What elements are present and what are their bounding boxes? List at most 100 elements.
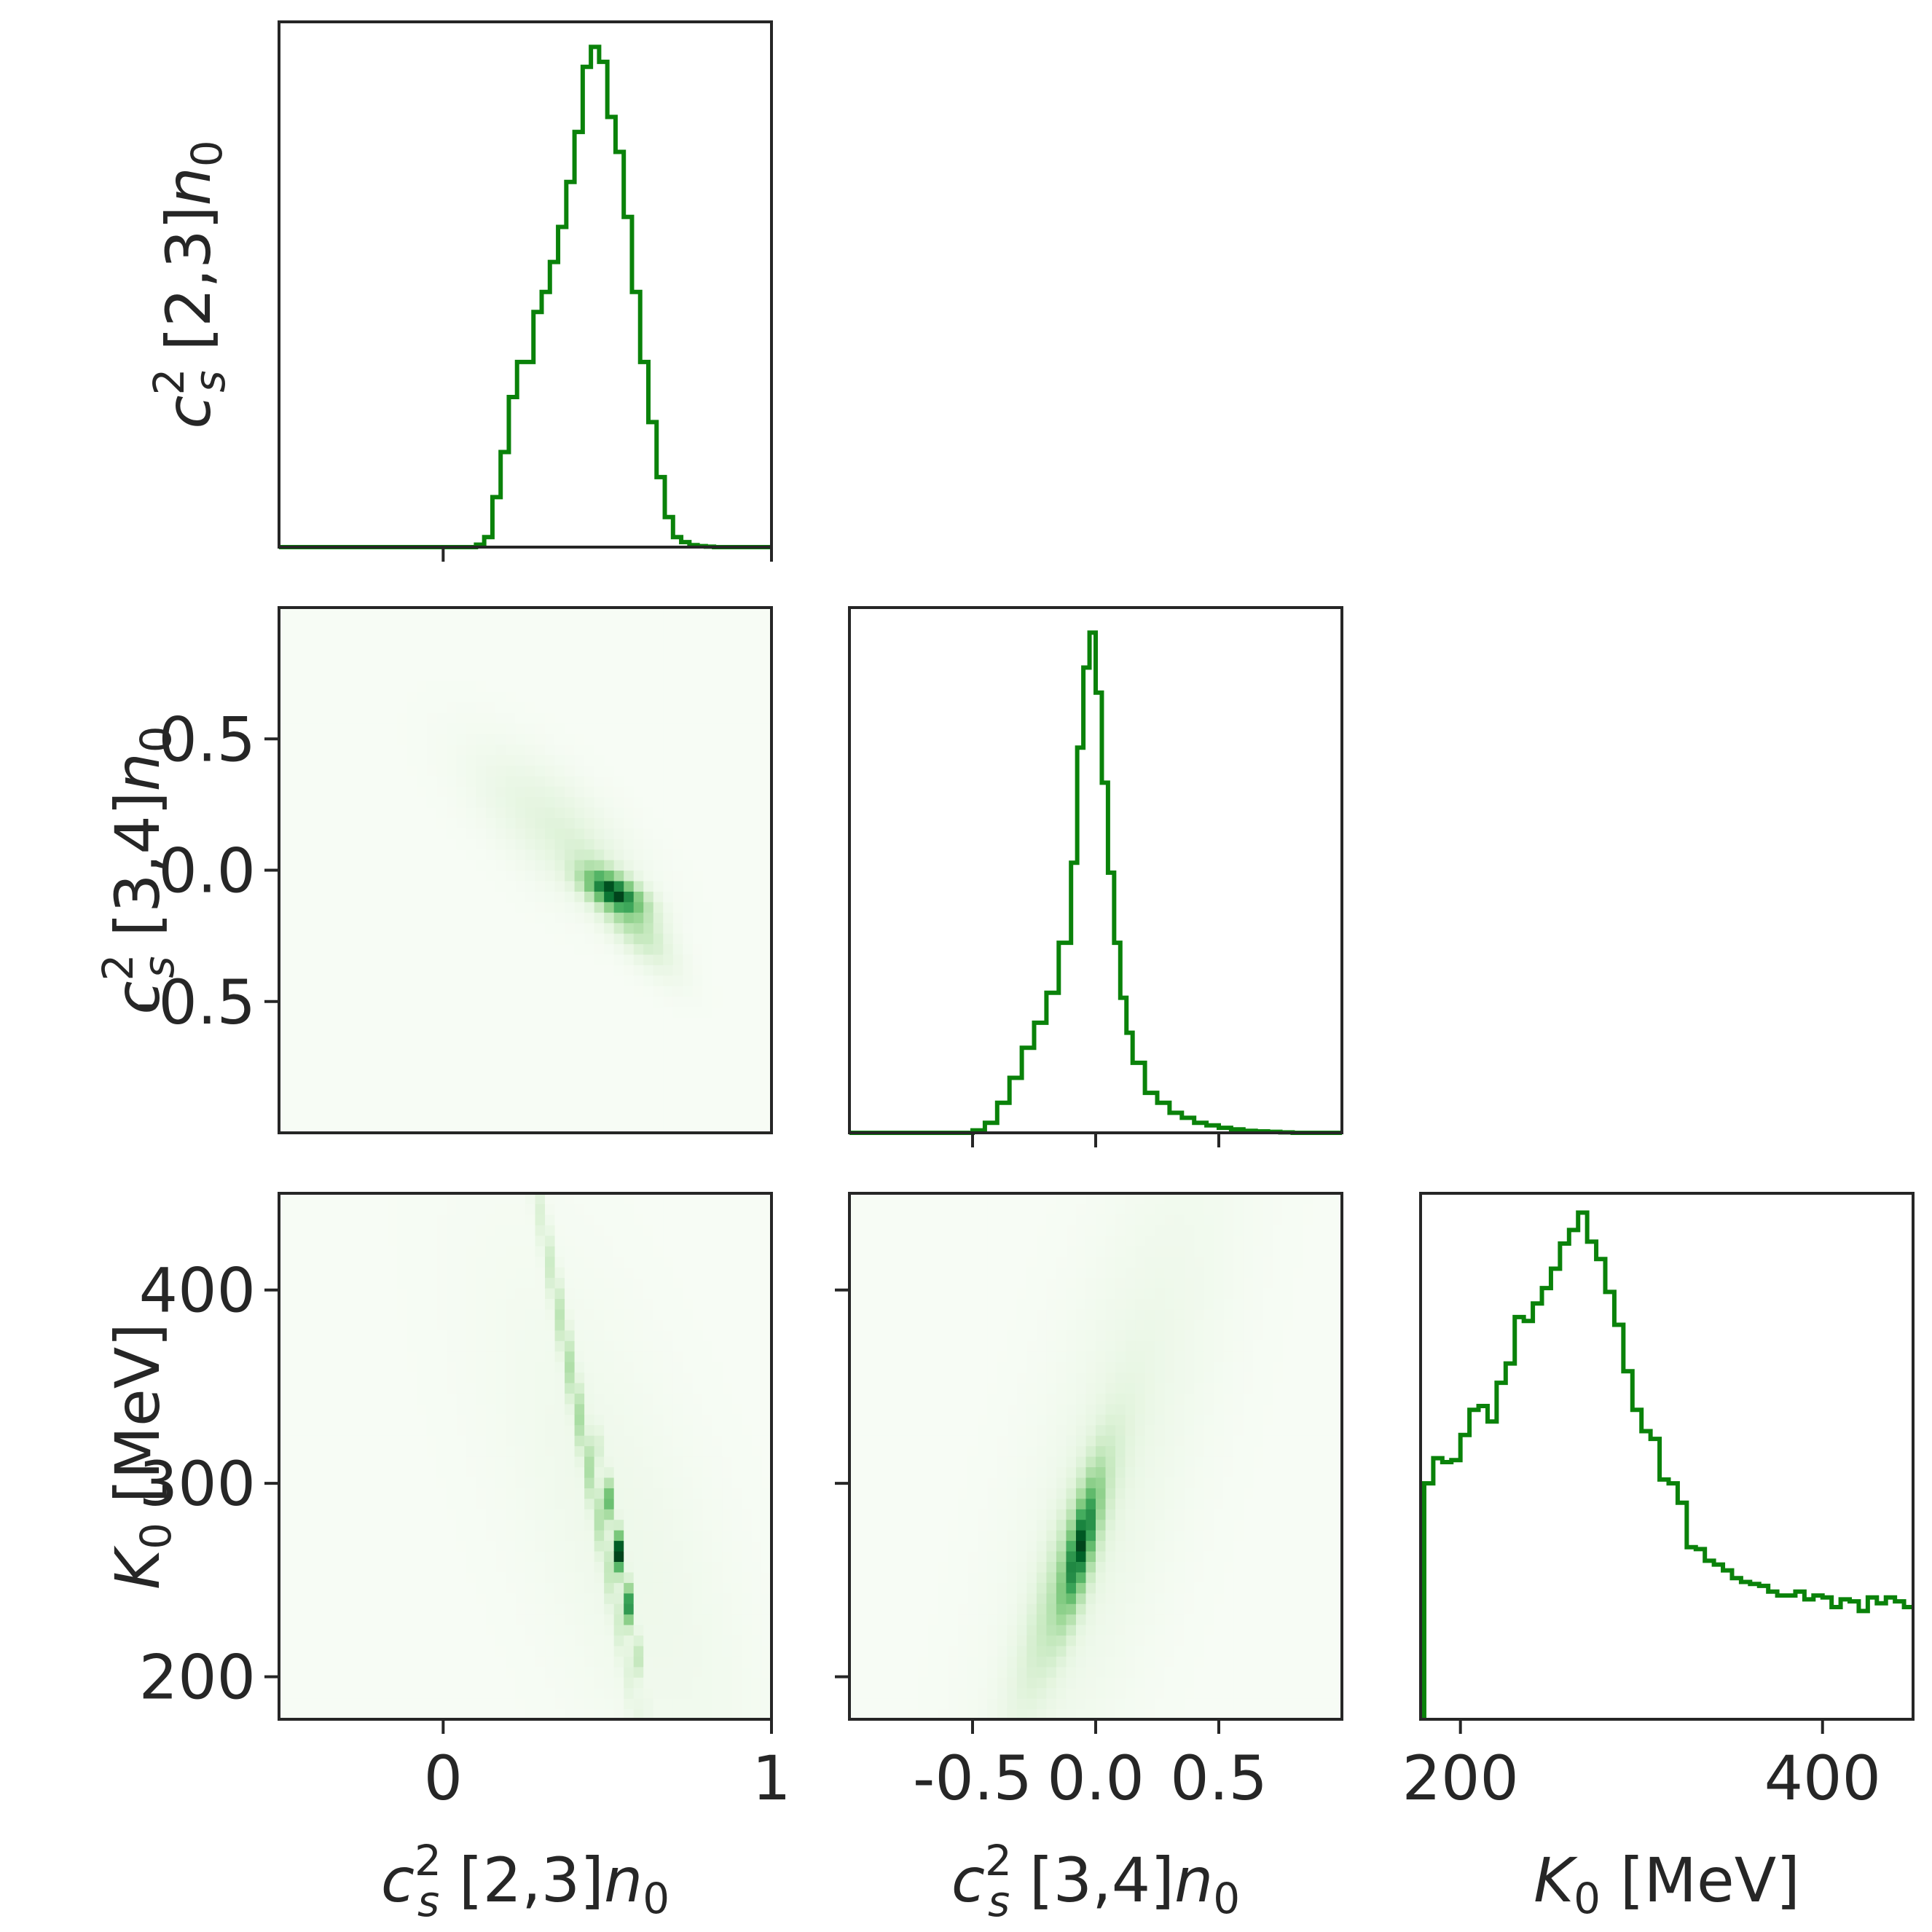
c23-vs-K0-cell — [574, 1550, 585, 1562]
c23-vs-c34-cell — [328, 1038, 339, 1050]
c23-vs-c34-cell — [279, 660, 290, 672]
c23-vs-c34-cell — [367, 691, 378, 703]
c23-vs-c34-cell — [535, 817, 546, 829]
c23-vs-K0-cell — [702, 1193, 713, 1205]
c23-vs-c34-cell — [426, 860, 437, 871]
c23-vs-K0-cell — [318, 1225, 329, 1236]
c23-vs-K0-cell — [446, 1498, 457, 1509]
c23-vs-K0-cell — [456, 1246, 467, 1257]
c23-vs-c34-cell — [633, 1048, 644, 1060]
c23-vs-K0-cell — [604, 1488, 615, 1499]
c23-vs-c34-cell — [347, 1006, 358, 1018]
c23-vs-K0-cell — [712, 1708, 723, 1720]
c23-vs-K0-cell — [367, 1509, 378, 1520]
c23-vs-K0-cell — [328, 1424, 339, 1436]
c23-vs-c34-cell — [476, 1101, 487, 1112]
c23-vs-K0-cell — [663, 1603, 674, 1615]
c23-vs-K0-cell — [347, 1362, 358, 1373]
c23-vs-K0-cell — [338, 1330, 349, 1341]
c23-vs-c34-cell — [554, 744, 565, 755]
c23-vs-K0-cell — [731, 1193, 743, 1205]
c23-vs-c34-cell — [485, 744, 497, 755]
c23-vs-c34-cell — [288, 922, 299, 934]
c23-vs-K0-cell — [377, 1256, 388, 1268]
c23-vs-K0-cell — [565, 1488, 576, 1499]
c23-vs-K0-cell — [683, 1351, 694, 1362]
c23-vs-c34-cell — [299, 870, 310, 881]
c23-vs-c34-cell — [288, 1048, 299, 1060]
c23-vs-c34-cell — [515, 1017, 526, 1029]
c23-vs-K0-cell — [308, 1351, 319, 1362]
c23-vs-K0-cell — [367, 1319, 378, 1331]
c23-vs-c34-cell — [505, 680, 517, 692]
c23-vs-K0-cell — [731, 1687, 743, 1699]
c23-vs-K0-cell — [407, 1435, 417, 1447]
c23-vs-c34-cell — [535, 765, 546, 777]
c23-vs-K0-cell — [515, 1687, 526, 1699]
c23-vs-K0-cell — [387, 1340, 398, 1352]
c23-vs-c34-cell — [407, 891, 417, 903]
c23-vs-K0-cell — [672, 1214, 683, 1225]
c23-vs-K0-cell — [426, 1645, 437, 1657]
c23-vs-K0-cell — [397, 1424, 408, 1436]
c23-vs-K0-cell — [653, 1382, 664, 1394]
c23-vs-K0-cell — [456, 1403, 467, 1415]
c23-vs-K0-cell — [643, 1435, 654, 1447]
c23-vs-K0-cell — [574, 1677, 585, 1689]
c23-vs-K0-cell — [505, 1593, 517, 1604]
c23-vs-K0-cell — [692, 1625, 703, 1636]
c23-vs-c34-cell — [456, 1006, 467, 1018]
c23-vs-c34-cell — [397, 680, 408, 692]
c23-vs-c34-cell — [535, 1069, 546, 1081]
c23-vs-c34-cell — [426, 1101, 437, 1112]
c23-vs-c34-cell — [456, 1091, 467, 1102]
c23-vs-K0-cell — [456, 1677, 467, 1689]
c23-vs-c34-cell — [624, 618, 635, 629]
c23-vs-c34-cell — [299, 608, 310, 619]
c23-vs-K0-cell — [643, 1666, 654, 1678]
c23-vs-K0-cell — [407, 1235, 417, 1246]
c23-vs-K0-cell — [466, 1225, 476, 1236]
c23-vs-c34-cell — [515, 723, 526, 734]
c23-vs-K0-cell — [407, 1372, 417, 1383]
c23-vs-K0-cell — [338, 1625, 349, 1636]
c23-vs-c34-cell — [515, 986, 526, 997]
c23-vs-c34-cell — [731, 702, 743, 713]
c23-vs-K0-cell — [633, 1424, 644, 1436]
c23-vs-c34-cell — [594, 839, 605, 850]
c23-vs-c34-cell — [525, 765, 536, 777]
c23-vs-K0-cell — [417, 1530, 428, 1542]
c23-vs-K0-cell — [643, 1614, 654, 1625]
c23-vs-c34-cell — [318, 943, 329, 955]
c23-vs-K0-cell — [643, 1298, 654, 1310]
c23-vs-c34-cell — [347, 975, 358, 986]
c23-vs-K0-cell — [515, 1550, 526, 1562]
c23-vs-c34-cell — [308, 734, 319, 745]
c23-vs-K0-cell — [328, 1477, 339, 1488]
c23-vs-c34-cell — [742, 775, 753, 787]
c23-vs-K0-cell — [731, 1424, 743, 1436]
c23-vs-c34-cell — [742, 608, 753, 619]
c23-vs-K0-cell — [613, 1277, 624, 1289]
c23-vs-K0-cell — [613, 1382, 624, 1394]
c23-vs-c34-cell — [653, 639, 664, 651]
c23-vs-K0-cell — [692, 1330, 703, 1341]
c23-vs-K0-cell — [722, 1235, 733, 1246]
c23-vs-c34-cell — [751, 702, 763, 713]
c23-vs-c34-cell — [535, 1006, 546, 1018]
c23-vs-c34-cell — [604, 775, 615, 787]
c23-vs-c34-cell — [584, 975, 595, 986]
c23-vs-K0-cell — [565, 1625, 576, 1636]
c23-vs-K0-cell — [722, 1435, 733, 1447]
c23-vs-K0-cell — [446, 1225, 457, 1236]
c23-vs-K0-cell — [397, 1287, 408, 1299]
c23-vs-K0-cell — [525, 1193, 536, 1205]
c23-vs-K0-cell — [279, 1530, 290, 1542]
c23-vs-c34-cell — [633, 817, 644, 829]
c23-vs-c34-cell — [485, 965, 497, 976]
c23-vs-K0-cell — [279, 1625, 290, 1636]
c23-vs-K0-cell — [436, 1477, 447, 1488]
c23-vs-c34-cell — [279, 1059, 290, 1071]
c23-vs-K0-cell — [624, 1687, 635, 1699]
c23-vs-K0-cell — [338, 1614, 349, 1625]
